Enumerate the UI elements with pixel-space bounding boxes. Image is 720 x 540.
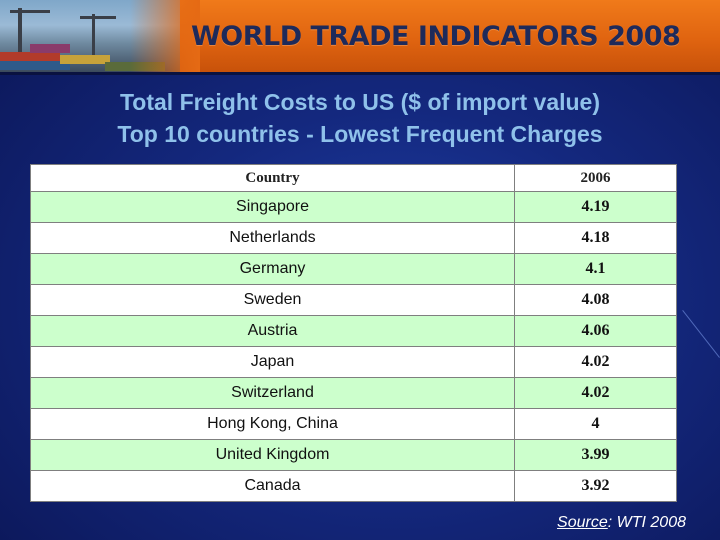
table-row: Singapore 4.19 [30, 191, 677, 223]
slide-heading: Total Freight Costs to US ($ of import v… [0, 86, 720, 150]
value-cell: 3.92 [514, 470, 677, 502]
banner-title: WORLD TRADE INDICATORS 2008 [191, 21, 681, 52]
country-cell: Sweden [30, 284, 515, 316]
country-cell: Canada [30, 470, 515, 502]
column-header-country: Country [30, 164, 515, 192]
table-row: United Kingdom 3.99 [30, 439, 677, 471]
heading-line-1: Total Freight Costs to US ($ of import v… [119, 89, 601, 115]
country-cell: Austria [30, 315, 515, 347]
table-row: Germany 4.1 [30, 253, 677, 285]
country-cell: Germany [30, 253, 515, 285]
value-cell: 4.19 [514, 191, 677, 223]
value-cell: 4.06 [514, 315, 677, 347]
banner-divider [0, 72, 720, 75]
table-row: Sweden 4.08 [30, 284, 677, 316]
country-cell: Netherlands [30, 222, 515, 254]
value-cell: 4.08 [514, 284, 677, 316]
decorative-line [682, 310, 720, 358]
source-note: Source: WTI 2008 [557, 514, 686, 532]
column-header-year: 2006 [514, 164, 677, 192]
heading-line-2: Top 10 countries - Lowest Frequent Charg… [117, 121, 603, 147]
value-cell: 4.1 [514, 253, 677, 285]
table-row: Canada 3.92 [30, 470, 677, 502]
source-text: : WTI 2008 [607, 514, 686, 531]
table-header-row: Country 2006 [30, 164, 677, 192]
source-label: Source [557, 514, 608, 531]
country-cell: Hong Kong, China [30, 408, 515, 440]
country-cell: Japan [30, 346, 515, 378]
value-cell: 4 [514, 408, 677, 440]
header-banner: WORLD TRADE INDICATORS 2008 [0, 0, 720, 72]
table-row: Switzerland 4.02 [30, 377, 677, 409]
value-cell: 4.02 [514, 377, 677, 409]
table-row: Netherlands 4.18 [30, 222, 677, 254]
value-cell: 4.18 [514, 222, 677, 254]
country-cell: Switzerland [30, 377, 515, 409]
country-cell: Singapore [30, 191, 515, 223]
table-row: Hong Kong, China 4 [30, 408, 677, 440]
freight-cost-table: Country 2006 Singapore 4.19 Netherlands 4.1… [30, 164, 677, 502]
table-body: Singapore 4.19 Netherlands 4.18 Germany 4.1 Sw… [30, 191, 677, 502]
table-row: Austria 4.06 [30, 315, 677, 347]
table-row: Japan 4.02 [30, 346, 677, 378]
country-cell: United Kingdom [30, 439, 515, 471]
value-cell: 3.99 [514, 439, 677, 471]
value-cell: 4.02 [514, 346, 677, 378]
